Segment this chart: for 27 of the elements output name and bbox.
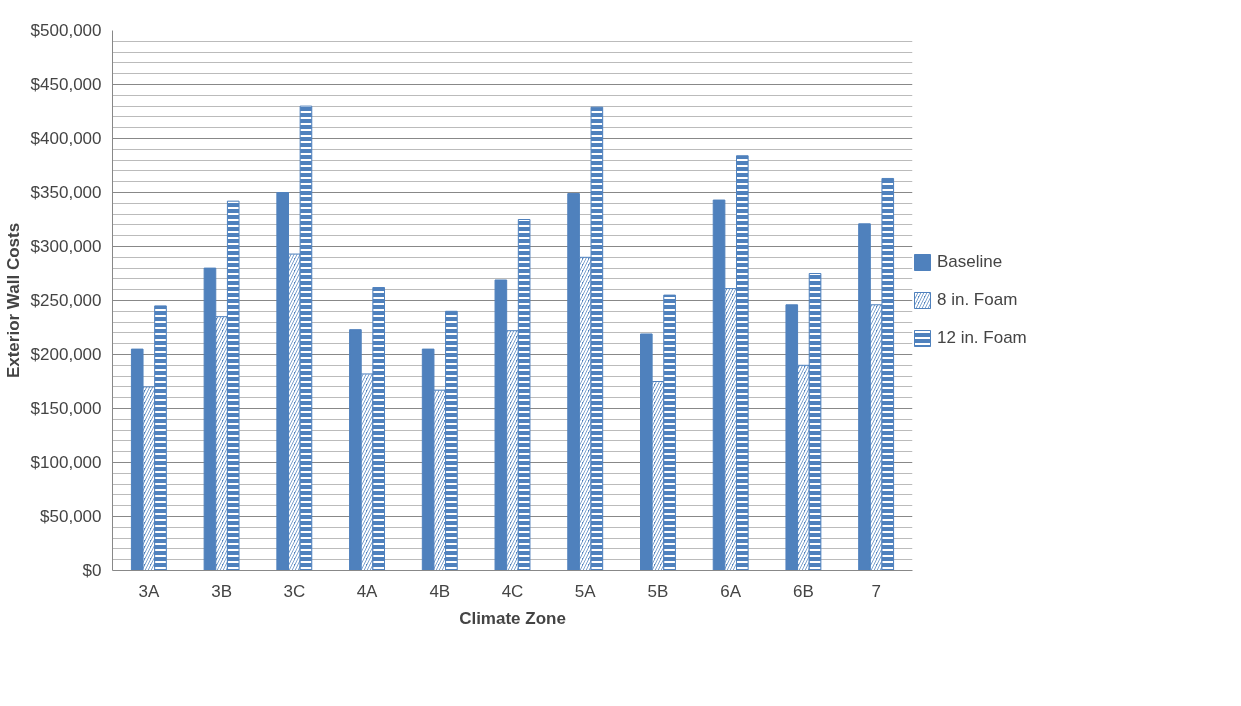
y-tick-label: $500,000 bbox=[30, 21, 102, 40]
y-tick-label: $250,000 bbox=[30, 291, 102, 310]
legend-label: 8 in. Foam bbox=[937, 290, 1018, 310]
x-tick-label: 7 bbox=[871, 581, 881, 601]
x-tick-label: 4C bbox=[501, 581, 524, 601]
x-axis-title: Climate Zone bbox=[459, 608, 566, 628]
x-tick-label: 3B bbox=[211, 581, 232, 601]
x-tick-label: 6B bbox=[793, 581, 814, 601]
legend-label: 12 in. Foam bbox=[937, 328, 1027, 348]
y-axis-title: Exterior Wall Costs bbox=[3, 222, 23, 379]
x-tick-label: 5A bbox=[574, 581, 597, 601]
y-tick-label: $200,000 bbox=[30, 345, 102, 364]
x-tick-label: 5B bbox=[647, 581, 669, 601]
x-tick-label: 4A bbox=[356, 581, 379, 601]
x-tick-label: 4B bbox=[429, 581, 451, 601]
y-tick-label: $100,000 bbox=[30, 453, 102, 472]
y-tick-label: $0 bbox=[82, 561, 102, 580]
y-tick-label: $350,000 bbox=[30, 183, 102, 202]
y-tick-label: $50,000 bbox=[40, 507, 102, 526]
y-tick-label: $150,000 bbox=[30, 399, 102, 418]
y-tick-label: $400,000 bbox=[30, 129, 102, 148]
y-tick-label: $300,000 bbox=[30, 237, 102, 256]
x-tick-label: 6A bbox=[720, 581, 742, 601]
legend-label: Baseline bbox=[937, 252, 1003, 272]
x-tick-label: 3A bbox=[138, 581, 160, 601]
x-tick-label: 3C bbox=[283, 581, 306, 601]
y-tick-label: $450,000 bbox=[30, 75, 102, 94]
